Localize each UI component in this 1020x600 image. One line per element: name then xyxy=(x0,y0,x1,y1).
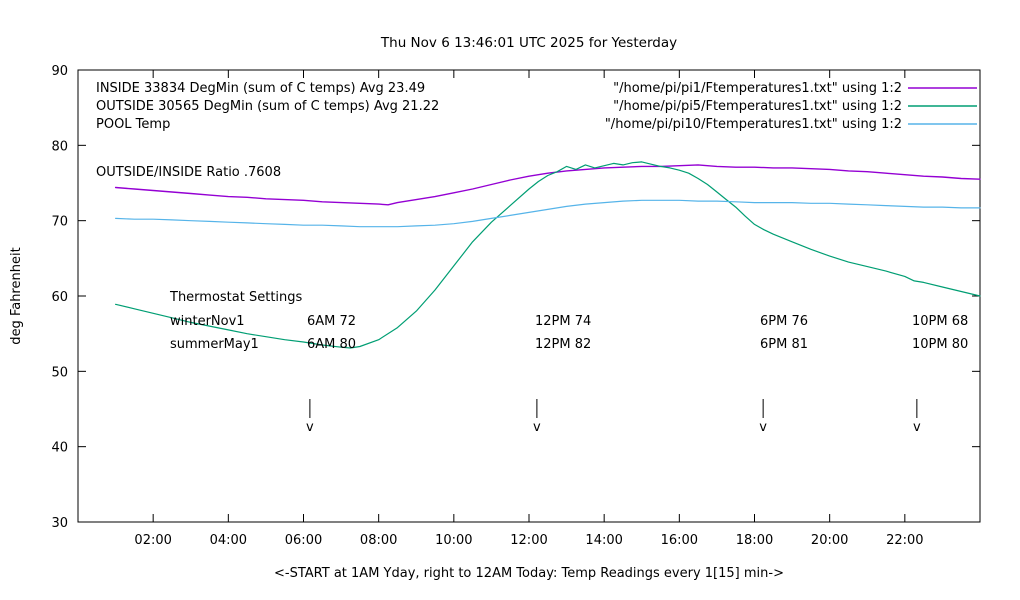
legend-label-outside: OUTSIDE 30565 DegMin (sum of C temps) Av… xyxy=(96,99,439,114)
thermostat-setting: 6AM 80 xyxy=(307,337,356,352)
arrow-head: v xyxy=(913,420,921,435)
thermostat-heading: Thermostat Settings xyxy=(169,290,303,305)
x-tick-label: 12:00 xyxy=(510,533,547,548)
x-tick-label: 22:00 xyxy=(886,533,923,548)
legend-layer: INSIDE 33834 DegMin (sum of C temps) Avg… xyxy=(96,81,977,132)
arrow-head: v xyxy=(306,420,314,435)
x-tick-label: 04:00 xyxy=(210,533,247,548)
legend-file-label-inside: "/home/pi/pi1/Ftemperatures1.txt" using … xyxy=(613,81,902,96)
y-tick-label: 90 xyxy=(51,64,68,79)
y-tick-label: 70 xyxy=(51,215,68,230)
series-line-outside xyxy=(114,161,981,349)
y-tick-label: 80 xyxy=(51,139,68,154)
annotation-layer: winterNov1 6AM 72 12PM 74 6PM 76 10PM 68 summ… xyxy=(170,314,968,435)
axes-layer: 02:00 04:00 06:00 08:00 10:00 12:00 14:00 16:00… xyxy=(51,64,981,548)
legend-label-inside: INSIDE 33834 DegMin (sum of C temps) Avg… xyxy=(96,81,425,96)
y-tick-label: 50 xyxy=(51,365,68,380)
thermostat-setting: 6PM 81 xyxy=(760,337,808,352)
thermostat-row-name: summerMay1 xyxy=(170,337,259,352)
thermostat-setting: 10PM 68 xyxy=(912,314,968,329)
x-axis-label: <-START at 1AM Yday, right to 12AM Today… xyxy=(274,566,784,581)
x-tick-label: 02:00 xyxy=(134,533,171,548)
legend-label-pool: POOL Temp xyxy=(96,117,170,132)
series-line-pool xyxy=(114,199,981,228)
arrow-head: v xyxy=(759,420,767,435)
thermostat-setting: 10PM 80 xyxy=(912,337,968,352)
chart-title: Thu Nov 6 13:46:01 UTC 2025 for Yesterda… xyxy=(380,35,677,51)
y-tick-label: 40 xyxy=(51,441,68,456)
thermostat-setting: 12PM 74 xyxy=(535,314,591,329)
x-tick-label: 08:00 xyxy=(360,533,397,548)
x-tick-label: 20:00 xyxy=(811,533,848,548)
x-tick-label: 18:00 xyxy=(736,533,773,548)
ratio-annotation: OUTSIDE/INSIDE Ratio .7608 xyxy=(96,165,281,180)
x-tick-label: 10:00 xyxy=(435,533,472,548)
series-line-inside xyxy=(114,164,981,206)
thermostat-setting: 12PM 82 xyxy=(535,337,591,352)
x-tick-label: 16:00 xyxy=(661,533,698,548)
series-layer xyxy=(114,161,981,349)
thermostat-setting: 6PM 76 xyxy=(760,314,808,329)
x-tick-label: 06:00 xyxy=(285,533,322,548)
legend-file-label-outside: "/home/pi/pi5/Ftemperatures1.txt" using … xyxy=(613,99,902,114)
y-tick-label: 30 xyxy=(51,516,68,531)
legend-file-label-pool: "/home/pi/pi10/Ftemperatures1.txt" using… xyxy=(605,117,902,132)
x-tick-label: 14:00 xyxy=(585,533,622,548)
thermostat-setting: 6AM 72 xyxy=(307,314,356,329)
y-axis-label: deg Fahrenheit xyxy=(9,247,24,344)
y-tick-label: 60 xyxy=(51,290,68,305)
thermostat-row-name: winterNov1 xyxy=(170,314,245,329)
arrow-head: v xyxy=(533,420,541,435)
